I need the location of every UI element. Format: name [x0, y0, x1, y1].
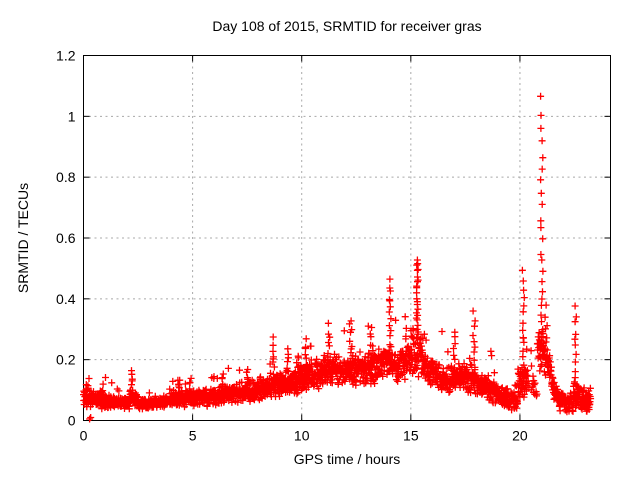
y-tick-label: 0	[68, 413, 76, 429]
chart-title: Day 108 of 2015, SRMTID for receiver gra…	[212, 18, 482, 34]
y-tick-label: 0.8	[56, 169, 76, 185]
y-tick-label: 1	[68, 108, 76, 124]
y-tick-label: 0.4	[56, 291, 76, 307]
y-tick-label: 0.6	[56, 230, 76, 246]
x-axis-label: GPS time / hours	[293, 451, 401, 467]
x-tick-label: 10	[294, 428, 310, 444]
y-tick-label: 0.2	[56, 352, 76, 368]
x-tick-label: 20	[512, 428, 528, 444]
y-tick-label: 1.2	[56, 48, 76, 64]
x-tick-label: 5	[189, 428, 197, 444]
x-tick-label: 15	[403, 428, 419, 444]
scatter-points	[80, 92, 595, 423]
x-tick-label: 0	[80, 428, 88, 444]
